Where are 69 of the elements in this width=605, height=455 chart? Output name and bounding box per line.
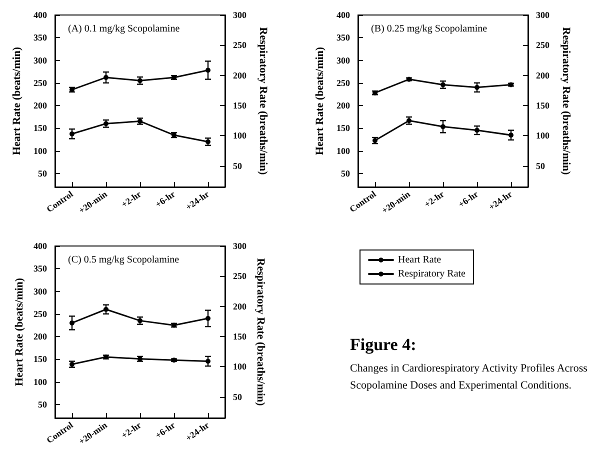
y-axis-title: Heart Rate (beats/min) — [11, 46, 24, 156]
caption: Figure 4: — [350, 335, 416, 354]
y2-tick-label: 300 — [536, 10, 550, 20]
legend-label: Heart Rate — [398, 254, 442, 266]
x-tick-label: +2-hr — [119, 420, 143, 441]
point — [104, 74, 108, 80]
text: (A) 0.1 mg/kg Scopolamine — [68, 24, 180, 34]
y2-tick-label: 50 — [233, 392, 242, 402]
y2-tick-label: 50 — [233, 160, 242, 171]
point — [440, 124, 446, 130]
y-tick-label: 350 — [336, 32, 350, 43]
y-tick-label: 50 — [38, 168, 48, 178]
y-tick-label: 300 — [34, 286, 48, 296]
y-tick-label: 400 — [34, 241, 48, 251]
point — [206, 316, 210, 321]
y2-tick-label: 50 — [536, 160, 546, 171]
y2-tick-label: 300 — [233, 10, 247, 20]
y-tick-label: 350 — [34, 264, 48, 274]
y-tick-label: 150 — [34, 354, 48, 364]
y-tick-label: 150 — [336, 123, 350, 134]
y2-tick-label: 200 — [536, 70, 550, 80]
x-tick-label: +6-hr — [153, 188, 177, 210]
y-axis-title: Heart Rate (beats/min) — [14, 278, 26, 386]
y2-tick-label: 150 — [233, 332, 247, 342]
y-tick-label: 400 — [336, 10, 350, 20]
point — [206, 68, 210, 73]
y2-tick-label: 100 — [233, 362, 247, 372]
y-tick-label: 200 — [34, 332, 48, 342]
y-tick-label: 200 — [336, 100, 350, 111]
x-tick-label: +6-hr — [456, 188, 480, 210]
x-tick-label: +6-hr — [153, 420, 177, 441]
y2-tick-label: 100 — [233, 130, 247, 141]
y-tick-label: 200 — [34, 100, 48, 111]
point — [70, 131, 74, 136]
y-tick-label: 100 — [336, 146, 350, 156]
y2-tick-label: 250 — [233, 40, 247, 50]
y2-tick-label: 200 — [233, 70, 247, 80]
y-tick-label: 50 — [341, 168, 350, 178]
point — [508, 132, 514, 138]
y2-axis-title: Respiratory Rate (breaths/min) — [256, 27, 269, 176]
point — [206, 358, 210, 364]
y-tick-label: 250 — [34, 308, 48, 319]
x-tick-label: +2-hr — [119, 188, 143, 210]
text: Changes in Cardiorespiratory Activity Profiles Across Scopolamine Doses and Experimental Conditions. — [350, 362, 590, 392]
y-tick-label: 250 — [336, 78, 350, 88]
y-tick-label: 400 — [34, 10, 48, 20]
y2-tick-label: 300 — [233, 241, 247, 251]
y-tick-label: 350 — [34, 32, 48, 43]
y-tick-label: 150 — [34, 123, 48, 134]
y-tick-label: 100 — [34, 376, 48, 387]
y2-tick-label: 250 — [233, 271, 247, 282]
y-tick-label: 50 — [38, 399, 48, 410]
x-tick-label: +2-hr — [422, 188, 446, 210]
y2-tick-label: 150 — [233, 100, 247, 111]
point — [70, 320, 74, 326]
y2-tick-label: 100 — [536, 130, 550, 141]
text: (C) 0.5 mg/kg Scopolamine — [68, 254, 180, 266]
y-tick-label: 100 — [34, 146, 48, 156]
y2-tick-label: 150 — [536, 100, 550, 111]
y-tick-label: 300 — [336, 55, 350, 66]
y2-axis-title: Respiratory Rate (breaths/min) — [560, 27, 572, 176]
y-tick-label: 300 — [34, 55, 48, 66]
text: (B) 0.25 mg/kg Scopolamine — [371, 24, 488, 34]
y2-tick-label: 250 — [536, 40, 550, 50]
y-axis-title: Heart Rate (beats/min) — [314, 46, 326, 156]
y2-axis-title: Respiratory Rate (breaths/min) — [254, 258, 266, 406]
y-tick-label: 250 — [34, 78, 48, 88]
y2-tick-label: 200 — [233, 301, 247, 312]
legend-label: Respiratory Rate — [398, 268, 466, 280]
